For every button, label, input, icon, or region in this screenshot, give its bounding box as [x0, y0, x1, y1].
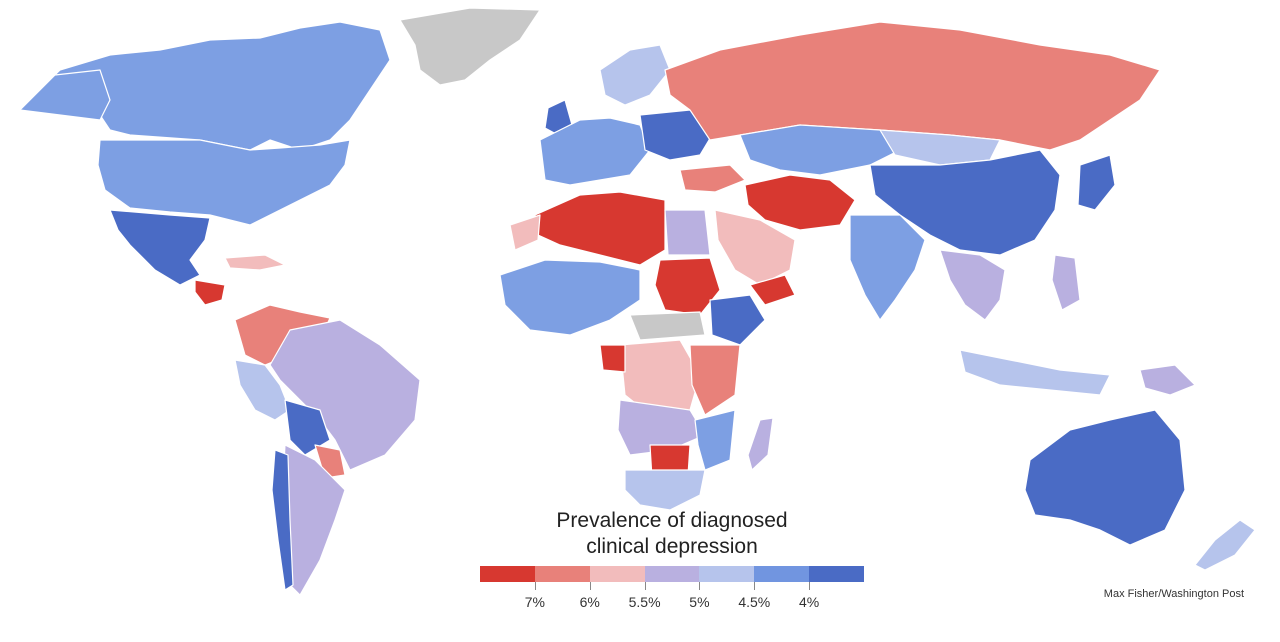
region-yemen [749, 274, 796, 306]
region-russia [664, 21, 1161, 151]
legend-tick-label: 5.5% [628, 594, 661, 610]
legend-swatch-1 [480, 566, 535, 582]
region-central-africa-nodata [629, 311, 706, 341]
region-peru [234, 359, 291, 421]
legend-tick-mark [699, 582, 701, 590]
legend-title-line1: Prevalence of diagnosed [556, 509, 788, 532]
region-chile [271, 449, 294, 591]
region-iran-afghanistan [744, 174, 856, 231]
region-gabon [599, 344, 626, 373]
region-central-america [194, 279, 226, 306]
legend-swatch-6 [754, 566, 810, 582]
region-mexico [109, 209, 211, 286]
legend-tick-mark [754, 582, 756, 590]
region-new-zealand [1194, 519, 1256, 571]
legend-swatch-3 [589, 566, 645, 582]
region-turkey [679, 164, 746, 193]
legend-tick-label: 4.5% [738, 594, 771, 610]
region-canada [29, 21, 391, 151]
legend-swatch-7 [809, 566, 865, 582]
region-morocco [509, 214, 541, 251]
legend-title-line2: clinical depression [586, 535, 758, 558]
region-caribbean [224, 254, 286, 271]
region-india [849, 214, 926, 321]
legend-tick-labels: 7% 6% 5.5% 5% 4.5% 4% [480, 594, 864, 612]
region-greenland [399, 7, 541, 86]
legend-color-scale [480, 566, 865, 582]
legend-swatch-4 [644, 566, 700, 582]
legend-tick-label: 6% [579, 594, 600, 610]
legend-tick-mark [644, 582, 646, 590]
region-ethiopia [709, 294, 766, 346]
region-scandinavia [599, 44, 671, 106]
region-papua [1139, 364, 1196, 396]
region-madagascar [747, 417, 774, 471]
legend-tick-label: 7% [524, 594, 545, 610]
region-australia [1024, 409, 1186, 546]
legend-swatch-2 [534, 566, 590, 582]
region-philippines [1051, 254, 1081, 311]
legend-swatch-5 [699, 566, 755, 582]
region-east-africa [689, 344, 741, 416]
region-brazil [269, 319, 421, 471]
region-south-africa [624, 469, 706, 511]
legend-tick-label: 4% [799, 594, 820, 610]
region-southeast-asia [939, 249, 1006, 321]
region-usa [97, 139, 351, 226]
legend-tick-mark [534, 582, 536, 590]
credit-text: Max Fisher/Washington Post [1103, 588, 1244, 600]
legend-tick-mark [809, 582, 811, 590]
region-japan [1077, 154, 1116, 211]
region-north-africa [534, 191, 666, 266]
region-egypt [664, 209, 711, 256]
legend-tick-mark [589, 582, 591, 590]
region-alaska [19, 69, 111, 121]
legend-tick-label: 5% [689, 594, 710, 610]
region-west-africa [499, 259, 641, 336]
legend-title: Prevalence of diagnosed clinical depress… [480, 508, 864, 560]
region-indonesia [959, 349, 1111, 396]
region-western-europe [539, 117, 651, 186]
region-mozambique [694, 409, 736, 471]
